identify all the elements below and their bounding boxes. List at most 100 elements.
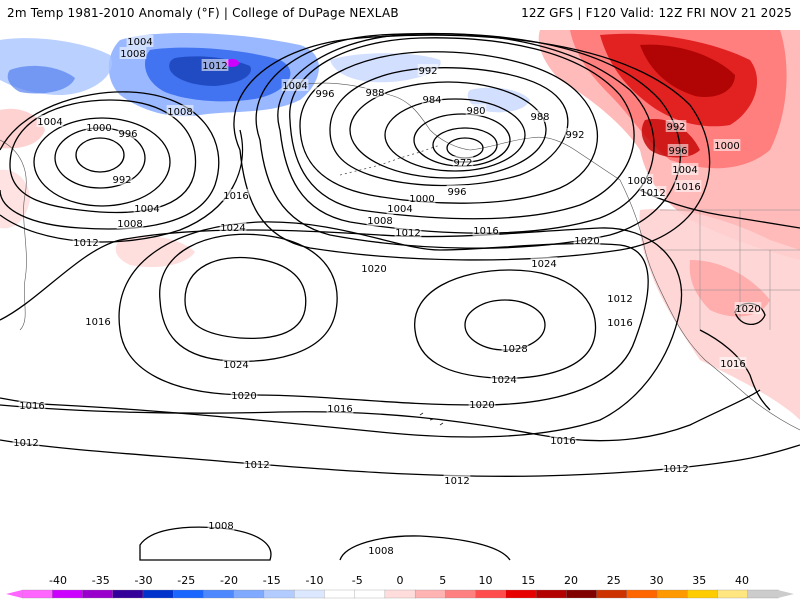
legend-tick-label: -20 [220,574,238,587]
isobar-west-1012 [0,129,244,243]
isobar-label: 1008 [117,219,142,230]
isobar-label-bg [84,315,112,327]
isobar-label: 1004 [387,204,412,215]
state-borders [660,209,800,330]
warm-anomaly-max [640,44,735,98]
isobar-label-bg [207,519,235,531]
isobar-label: 996 [118,129,137,140]
isobar-1024-east [414,269,597,379]
weather-map: 1004 1008 1012 1004 996 992 988 984 980 988 992 972… [0,26,800,568]
map-title: 2m Temp 1981-2010 Anomaly (°F) | College… [7,6,399,20]
legend-tick-label: 25 [607,574,621,587]
legend-swatch [173,589,205,599]
legend-swatch [354,589,386,599]
isobar-1016-sw [699,329,771,411]
isobar-label-bg [281,79,309,91]
isobar-label: 1004 [37,117,62,128]
legend-swatch [747,589,779,599]
isobar-label: 1024 [220,223,245,234]
isobar-label: 1020 [735,304,760,315]
legend-swatch [687,589,719,599]
legend-swatch [384,589,416,599]
isobar-west-1000 [33,117,171,207]
legend-swatch [596,589,628,599]
isobar-label-bg [360,262,388,274]
isobar-label-bg [408,192,436,204]
aleutian-islands [339,144,441,176]
isobar-label: 1020 [574,236,599,247]
isobar-1024-west [184,256,307,340]
isobar-label: 1008 [208,521,233,532]
isobar-label-bg [222,358,250,370]
isobar-label-bg [662,462,690,474]
legend-tick-label: 35 [692,574,706,587]
cold-anomaly-extreme [225,59,239,67]
isobar-label-bg [606,316,634,328]
isobar-984 [384,98,526,172]
isobar-label: 1012 [395,228,420,239]
isobar-label-bg [126,35,154,47]
isobar-label: 1020 [469,400,494,411]
legend-tick-label: -35 [92,574,110,587]
isobar-label: 1008 [120,49,145,60]
isobars [0,32,800,561]
isobar-label-bg [394,226,422,238]
isobar-1008-south-a [139,526,272,561]
isobar-label: 1016 [473,226,498,237]
legend-swatch [21,589,53,599]
isobar-label: 992 [565,130,584,141]
isobar-label: 980 [466,106,485,117]
isobar-label: 1016 [19,401,44,412]
isobar-label: 988 [530,112,549,123]
isobar-label: 1004 [134,204,159,215]
isobar-label-bg [119,47,147,59]
isobar-label: 1016 [327,404,352,415]
isobar-label-bg [364,86,386,98]
isobar-1000 [289,37,635,220]
isobar-label: 1008 [627,176,652,187]
isobar-label: 1004 [672,165,697,176]
isobar-label-bg [326,402,354,414]
isobar-label: 1012 [663,464,688,475]
isobar-west-1008 [0,91,220,230]
isobar-label: 1012 [73,238,98,249]
legend-tick-label: 10 [479,574,493,587]
isobar-label-bg [626,174,654,186]
legend-swatch [294,589,326,599]
isobar-label-bg [606,292,634,304]
legend-swatch [82,589,114,599]
isobar-label: 1016 [550,436,575,447]
isobar-label: 1008 [367,216,392,227]
isobar-label: 1028 [502,344,527,355]
isobar-label-bg [133,202,161,214]
legend-arrow-right [778,590,794,598]
isobar-label-bg [667,144,689,156]
isobar-label-bg [452,156,474,168]
isobar-label: 988 [365,88,384,99]
isobar-label-bg [490,373,518,385]
isobar-label: 1012 [244,460,269,471]
isobar-label: 1004 [127,37,152,48]
isobar-label-bg [713,139,741,151]
legend-swatch [626,589,658,599]
isobar-label: 1008 [368,546,393,557]
legend-arrow-left [6,590,22,598]
isobar-label: 996 [668,146,687,157]
warm-anomaly-left [0,169,30,229]
isobar-label: 996 [315,89,334,100]
isobar-label: 992 [666,122,685,133]
isobar-label-bg [671,163,699,175]
isobar-label: 996 [447,187,466,198]
isobar-label: 1016 [85,317,110,328]
isobar-label-bg [166,105,194,117]
isobar-label: 1000 [409,194,434,205]
legend-swatch [414,589,447,599]
legend-swatch [263,589,295,599]
isobar-label: 972 [453,158,472,169]
isobar-label: 1000 [714,141,739,152]
isobar-label-bg [530,257,558,269]
legend-swatch [717,589,749,599]
isobar-1016-big [0,227,683,438]
legend-tick-label: -15 [263,574,281,587]
legend-swatch [112,589,144,599]
